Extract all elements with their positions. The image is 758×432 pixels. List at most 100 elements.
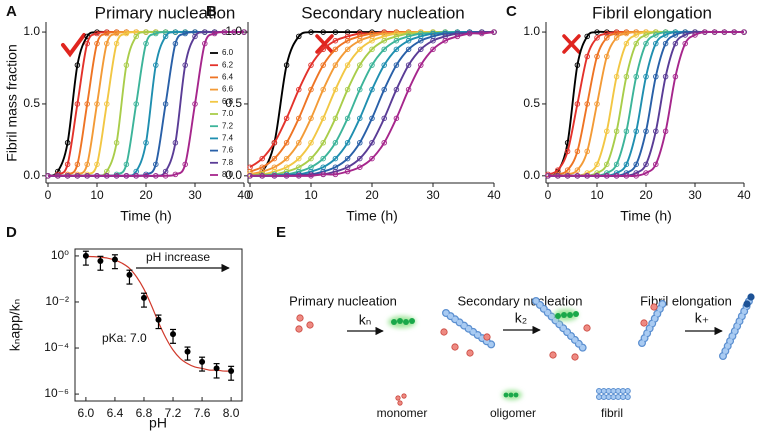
fit-line <box>249 31 494 176</box>
data-point <box>357 62 363 68</box>
data-point <box>271 155 278 162</box>
legend-label: monomer <box>377 406 428 420</box>
data-point <box>170 331 177 338</box>
data-point <box>405 62 412 68</box>
panel-letter: B <box>206 3 217 20</box>
data-point <box>344 62 351 68</box>
data-point <box>332 37 339 44</box>
panel-title: Fibril elongation <box>592 3 712 22</box>
data-point <box>393 37 400 44</box>
y-tick-label: 1.0 <box>523 24 540 38</box>
fit-line <box>250 31 494 177</box>
rate-label: k₂ <box>515 310 527 326</box>
panel-letter: E <box>276 224 286 241</box>
data-point <box>332 155 339 162</box>
x-tick-label: 30 <box>688 188 702 202</box>
panel-title: Secondary nucleation <box>301 3 465 22</box>
x-tick-label: 10 <box>90 188 104 202</box>
data-point <box>296 155 302 162</box>
data-point <box>369 155 375 162</box>
fit-line <box>48 31 244 177</box>
data-point <box>662 32 669 38</box>
fit-line <box>250 31 494 177</box>
data-point <box>357 46 363 53</box>
fibril-with-oligomer <box>532 297 591 361</box>
y-tick-label: 10⁻² <box>45 294 69 308</box>
x-tick-label: 20 <box>639 188 653 202</box>
y-tick-label: 0.0 <box>225 168 242 182</box>
data-point <box>369 139 375 146</box>
data-point <box>381 139 387 146</box>
legend-label: 6.6 <box>222 85 234 94</box>
data-point <box>574 167 581 173</box>
x-axis-label: Time (h) <box>346 208 398 224</box>
legend-label: 6.4 <box>222 73 234 82</box>
data-point <box>332 62 339 68</box>
legend-label: oligomer <box>490 406 536 420</box>
data-point <box>369 46 375 53</box>
data-point <box>418 62 424 68</box>
data-point <box>430 37 436 44</box>
fit-line <box>250 31 495 177</box>
y-tick-label: 0.0 <box>23 168 40 182</box>
data-point <box>381 37 387 44</box>
legend-label: 6.2 <box>222 60 234 69</box>
data-point <box>82 252 89 259</box>
y-tick-label: 10⁻⁴ <box>44 340 69 354</box>
data-point <box>320 62 326 68</box>
data-point <box>213 365 220 372</box>
data-point <box>357 155 363 162</box>
annotation: pKa: 7.0 <box>102 331 147 345</box>
data-point <box>296 33 302 40</box>
y-tick-label: 0.0 <box>523 168 540 182</box>
x-tick-label: 0 <box>247 188 254 202</box>
data-point <box>320 139 326 146</box>
elongation <box>638 293 755 360</box>
rate-label: kₙ <box>359 312 372 328</box>
data-point <box>633 32 639 38</box>
data-point <box>308 155 314 162</box>
legend-label: 6.0 <box>222 48 234 57</box>
data-point <box>111 256 118 263</box>
data-point <box>344 37 351 44</box>
y-axis-label: kₙapp/kₙ <box>7 299 23 351</box>
panel-title: Primary nucleation <box>95 3 236 22</box>
data-point <box>97 258 104 265</box>
step-title: Secondary nucleation <box>457 293 582 308</box>
fit-curve <box>85 255 232 372</box>
y-tick-label: 1.0 <box>23 24 40 38</box>
data-point <box>344 46 351 53</box>
data-point <box>357 164 363 170</box>
data-point <box>259 155 265 162</box>
legend-label: 7.2 <box>222 121 234 130</box>
data-point <box>604 35 610 41</box>
x-tick-label: 20 <box>139 188 153 202</box>
data-point <box>332 46 339 53</box>
y-tick-label: 1.0 <box>225 24 242 38</box>
x-tick-label: 40 <box>737 188 751 202</box>
x-tick-label: 6.8 <box>136 406 153 420</box>
x-axis-label: Time (h) <box>120 208 172 224</box>
data-point <box>308 139 314 146</box>
legend-label: 7.6 <box>222 146 234 155</box>
data-point <box>228 368 235 375</box>
fit-line <box>548 30 744 177</box>
data-point <box>405 37 412 44</box>
data-point <box>430 46 436 53</box>
x-tick-label: 0 <box>545 188 552 202</box>
fit-line <box>250 31 495 177</box>
data-point <box>283 139 290 146</box>
x-tick-label: 7.6 <box>194 406 211 420</box>
data-point <box>418 46 424 53</box>
legend-label: 7.0 <box>222 109 234 118</box>
fit-line <box>249 31 494 168</box>
legend-label: 7.4 <box>222 134 234 143</box>
data-point <box>643 170 649 176</box>
data-point <box>357 139 363 146</box>
x-tick-label: 30 <box>188 188 202 202</box>
fit-line <box>249 31 494 177</box>
legend-label: 7.8 <box>222 158 234 167</box>
schematic-legend <box>395 388 631 406</box>
y-tick-label: 0.5 <box>523 96 540 110</box>
